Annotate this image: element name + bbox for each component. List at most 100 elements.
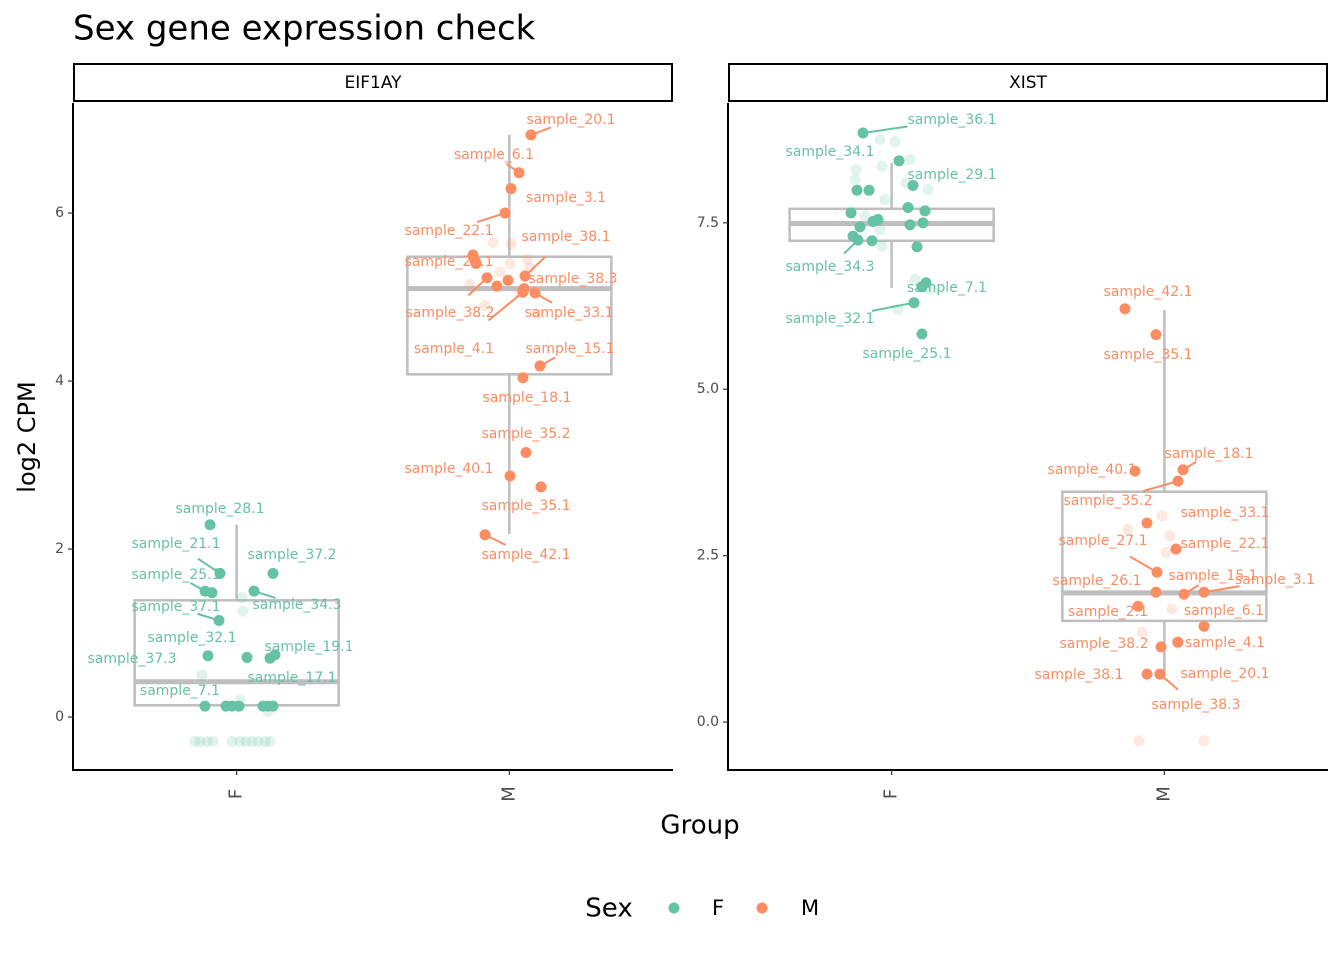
y-tick-label: 0 — [55, 709, 64, 725]
legend-label: F — [712, 896, 724, 920]
faded-point — [909, 273, 921, 285]
point — [267, 567, 279, 579]
point-label: sample_18.1 — [1164, 446, 1253, 462]
point — [916, 328, 928, 340]
point-label: sample_22.1 — [1180, 536, 1269, 552]
point-label: sample_34.3 — [785, 259, 874, 275]
point — [204, 519, 216, 531]
x-axis-label: Group — [660, 811, 739, 841]
chart-title: Sex gene expression check — [73, 9, 536, 49]
point — [908, 297, 920, 309]
point — [1172, 636, 1184, 648]
point — [479, 529, 491, 541]
point — [241, 651, 253, 663]
point — [863, 184, 875, 196]
point-label: sample_42.1 — [1103, 284, 1192, 300]
faded-point — [874, 223, 886, 235]
faded-point — [1122, 523, 1134, 535]
faded-point — [1160, 546, 1172, 558]
faded-point — [504, 257, 516, 269]
x-tick-label: F — [226, 789, 247, 799]
point — [917, 217, 929, 229]
faded-point — [904, 154, 916, 166]
faded-point — [874, 134, 886, 146]
point-label: sample_35.1 — [481, 498, 570, 514]
point-label: sample_19.1 — [264, 639, 353, 655]
point — [502, 274, 514, 286]
point — [1150, 586, 1162, 598]
faded-point — [207, 735, 219, 747]
faded-point — [1136, 626, 1148, 638]
faded-point — [876, 240, 888, 252]
point-label: sample_20.1 — [526, 112, 615, 128]
x-tick-label: M — [498, 786, 519, 802]
strip-label: XIST — [1009, 73, 1047, 93]
point-label: sample_6.1 — [1184, 603, 1264, 619]
point — [911, 241, 923, 253]
legend-marker — [756, 902, 768, 914]
point — [872, 213, 884, 225]
point — [1141, 668, 1153, 680]
point-label: sample_20.1 — [1180, 666, 1269, 682]
point — [519, 270, 531, 282]
point — [1198, 586, 1210, 598]
point-label: sample_25.1 — [131, 567, 220, 583]
faded-point — [494, 266, 506, 278]
point-label: sample_4.1 — [414, 341, 494, 357]
point — [907, 180, 919, 192]
point-label: sample_37.3 — [87, 651, 176, 667]
legend-marker — [668, 902, 680, 914]
point — [1151, 566, 1163, 578]
y-tick-label: 2.5 — [697, 548, 719, 564]
faded-point — [889, 136, 901, 148]
point-label: sample_15.1 — [1168, 568, 1257, 584]
faded-point — [237, 605, 249, 617]
faded-point — [850, 164, 862, 176]
y-tick-label: 6 — [55, 205, 64, 221]
point — [505, 183, 517, 195]
point — [481, 272, 493, 284]
point-label: sample_15.1 — [525, 341, 614, 357]
point — [513, 167, 525, 179]
faded-point — [201, 735, 213, 747]
point-label: sample_35.2 — [481, 426, 570, 442]
point — [851, 184, 863, 196]
box — [406, 255, 613, 376]
point — [1172, 475, 1184, 487]
point — [1198, 620, 1210, 632]
point-label: sample_38.3 — [528, 271, 617, 287]
faded-point — [524, 262, 536, 274]
y-axis-label: log2 CPM — [13, 381, 41, 492]
point-label: sample_2.1 — [1068, 604, 1148, 620]
strip — [728, 63, 1328, 102]
point — [1170, 543, 1182, 555]
point — [854, 221, 866, 233]
point — [525, 129, 537, 141]
point-label: sample_26.1 — [1052, 573, 1141, 589]
point — [1178, 588, 1190, 600]
faded-point — [879, 194, 891, 206]
point — [1132, 600, 1144, 612]
faded-point — [530, 308, 542, 320]
point — [857, 127, 869, 139]
point-label: sample_38.2 — [405, 305, 494, 321]
faded-point — [264, 735, 276, 747]
point — [1141, 517, 1153, 529]
point-label: sample_22.1 — [404, 223, 493, 239]
point — [845, 207, 857, 219]
faded-point — [246, 735, 258, 747]
faded-point — [196, 669, 208, 681]
point-label: sample_3.1 — [526, 190, 606, 206]
y-tick-label: 5.0 — [697, 381, 719, 397]
y-tick-label: 4 — [55, 373, 64, 389]
faded-point — [464, 278, 476, 290]
strip — [73, 63, 673, 102]
y-tick-label: 7.5 — [697, 215, 719, 231]
point-label: sample_21.1 — [131, 536, 220, 552]
y-tick-label: 0.0 — [697, 714, 719, 730]
point-label: sample_4.1 — [1185, 635, 1265, 651]
point — [916, 281, 928, 293]
point — [267, 700, 279, 712]
point — [1129, 465, 1141, 477]
